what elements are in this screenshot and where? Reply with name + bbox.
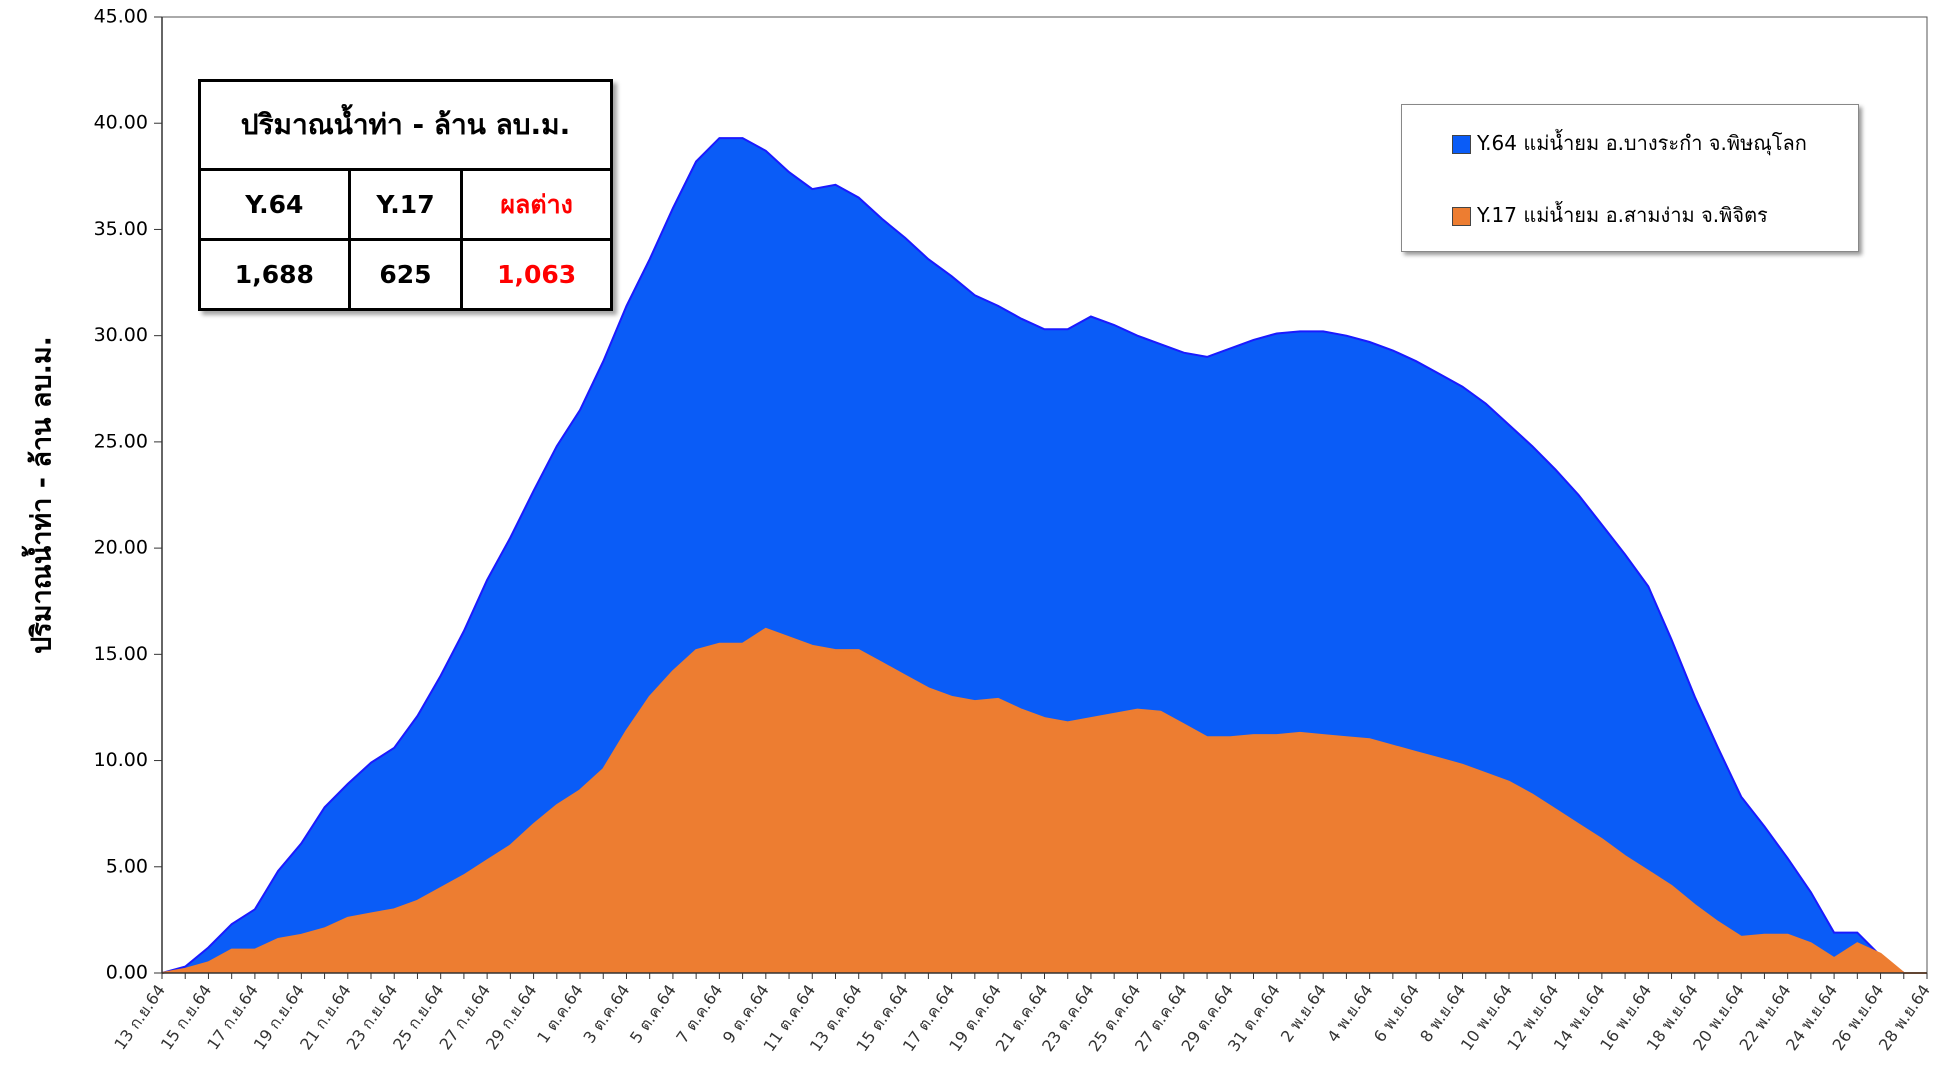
- y-tick-label: 45.00: [94, 6, 148, 28]
- table-header: Y.64: [198, 168, 351, 241]
- legend-item: Y.17 แม่น้ำยม อ.สามง่าม จ.พิจิตร: [1452, 199, 1768, 231]
- table-cell: 1,063: [460, 238, 613, 311]
- y-tick-label: 30.00: [94, 324, 148, 346]
- legend-label: Y.17 แม่น้ำยม อ.สามง่าม จ.พิจิตร: [1477, 203, 1768, 227]
- legend-swatch: [1452, 207, 1471, 226]
- x-tick-label: 5 ต.ค.64: [626, 981, 680, 1047]
- y-tick-label: 35.00: [94, 218, 148, 240]
- y-tick-label: 25.00: [94, 430, 148, 452]
- x-tick-label: 2 พ.ย.64: [1277, 981, 1330, 1046]
- x-tick-label: 6 พ.ย.64: [1370, 981, 1423, 1046]
- legend: Y.64 แม่น้ำยม อ.บางระกำ จ.พิษณุโลก Y.17 แ…: [1401, 104, 1859, 252]
- x-tick-label: 3 ต.ค.64: [580, 981, 634, 1047]
- area: [162, 138, 1927, 974]
- legend-swatch: [1452, 135, 1471, 154]
- y-tick-label: 20.00: [94, 537, 148, 559]
- y-tick-label: 40.00: [94, 112, 148, 134]
- y-axis-label: ปริมาณน้ำท่า - ล้าน ลบ.ม.: [21, 336, 58, 654]
- y-tick-label: 0.00: [106, 962, 148, 984]
- area-line: [161, 627, 1927, 974]
- area-line: [161, 137, 1927, 974]
- table-title: ปริมาณน้ำท่า - ล้าน ลบ.ม.: [198, 79, 613, 171]
- legend-item: Y.64 แม่น้ำยม อ.บางระกำ จ.พิษณุโลก: [1452, 127, 1807, 159]
- summary-table: ปริมาณน้ำท่า - ล้าน ลบ.ม. Y.64 Y.17 ผลต่าง…: [198, 79, 613, 311]
- x-tick-label: 7 ต.ค.64: [672, 981, 726, 1047]
- y-tick-label: 10.00: [94, 749, 148, 771]
- table-cell: 625: [347, 238, 464, 311]
- x-tick-label: 1 ต.ค.64: [533, 981, 587, 1047]
- table-header: ผลต่าง: [460, 168, 613, 241]
- table-header: Y.17: [347, 168, 464, 241]
- x-tick-label: 4 พ.ย.64: [1323, 981, 1376, 1046]
- y-tick-label: 15.00: [94, 643, 148, 665]
- table-cell: 1,688: [198, 238, 351, 311]
- area: [162, 628, 1927, 973]
- legend-label: Y.64 แม่น้ำยม อ.บางระกำ จ.พิษณุโลก: [1477, 131, 1807, 155]
- y-tick-label: 5.00: [106, 855, 148, 877]
